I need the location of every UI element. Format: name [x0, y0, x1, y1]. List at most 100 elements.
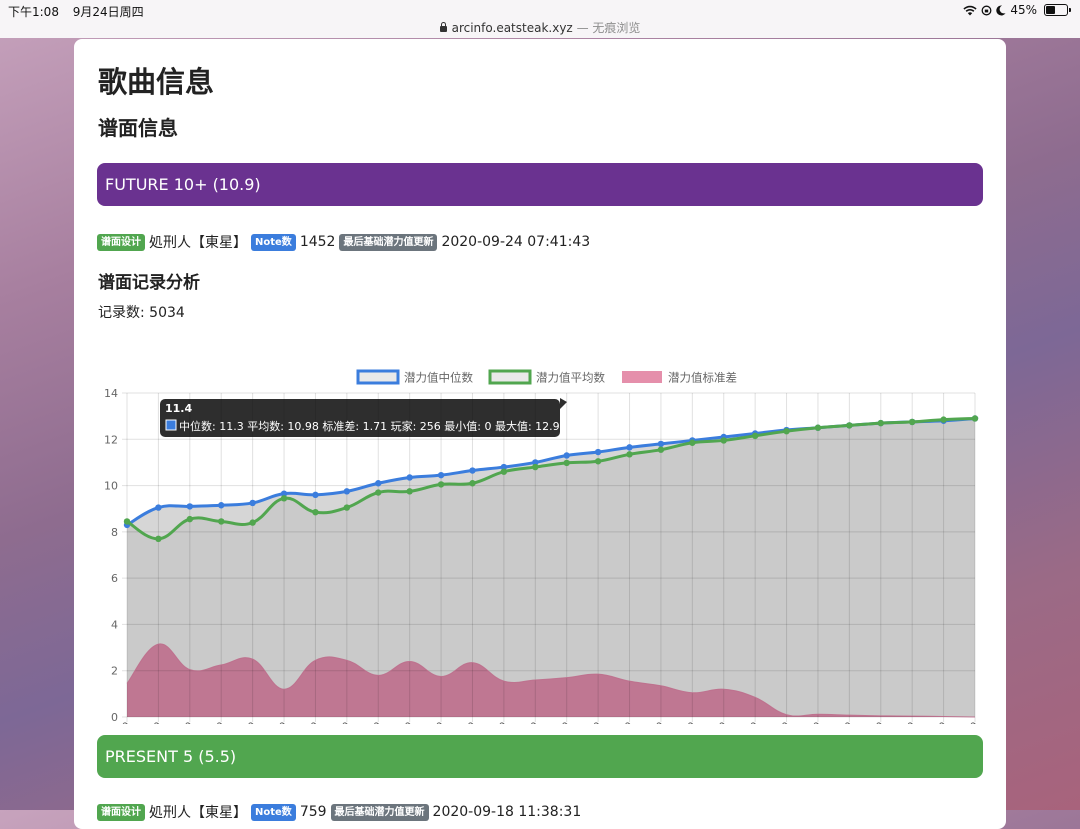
- point-median: [186, 503, 194, 510]
- y-tick-label: 10: [104, 480, 118, 493]
- x-tick-label: 10.20: [165, 720, 196, 724]
- x-tick-label: 11.70: [636, 720, 667, 724]
- designer-badge: 谱面设计: [97, 233, 145, 251]
- potential-chart[interactable]: 0246810121410.0010.1010.2010.3010.4010.5…: [74, 324, 1006, 724]
- point-mean: [594, 458, 602, 465]
- point-mean: [689, 439, 696, 446]
- status-right: 45%: [963, 3, 1071, 17]
- status-left: 下午1:08 9月24日周四: [8, 3, 154, 20]
- point-mean: [783, 427, 790, 435]
- battery-percent: 45%: [1010, 3, 1037, 17]
- tooltip-swatch: [165, 419, 177, 431]
- y-tick-label: 0: [111, 711, 118, 724]
- point-mean: [814, 424, 822, 431]
- point-mean: [437, 481, 445, 488]
- point-mean: [469, 480, 476, 487]
- x-tick-label: 11.10: [447, 720, 478, 724]
- point-mean: [908, 418, 916, 426]
- update-time: 2020-09-24 07:41:43: [441, 234, 591, 250]
- point-mean: [657, 446, 665, 453]
- point-median: [532, 459, 539, 466]
- moon-icon: [996, 4, 1006, 15]
- point-mean: [155, 535, 162, 542]
- point-mean: [249, 519, 256, 526]
- area-stddev: [127, 643, 975, 717]
- line-mean: [126, 416, 976, 541]
- legend-swatch: [622, 371, 662, 383]
- y-tick-label: 8: [111, 526, 118, 539]
- status-time: 下午1:08: [8, 5, 59, 19]
- x-tick-label: 10.80: [353, 720, 384, 724]
- update-time: 2020-09-18 11:38:31: [432, 804, 582, 820]
- update-time-badge: 最后基础潜力值更新: [339, 233, 438, 251]
- wifi-icon: [963, 5, 977, 15]
- point-median: [406, 474, 413, 481]
- point-mean: [940, 416, 947, 423]
- x-tick-label: 11.50: [573, 720, 604, 724]
- designer-badge: 谱面设计: [97, 803, 145, 821]
- x-tick-label: 12.10: [761, 720, 792, 724]
- point-median: [626, 444, 633, 451]
- content-card: 歌曲信息 谱面信息 FUTURE 10+ (10.9) 谱面设计 処刑人【東星】…: [74, 39, 1006, 829]
- x-tick-label: 10.50: [259, 720, 290, 724]
- point-median: [500, 463, 508, 471]
- point-median: [155, 504, 162, 511]
- legend-label: 潜力值中位数: [404, 371, 473, 385]
- record-count: 记录数: 5034: [98, 305, 185, 321]
- legend-swatch: [488, 369, 532, 385]
- point-median: [280, 490, 288, 497]
- point-mean: [720, 437, 727, 444]
- point-median: [469, 467, 476, 474]
- point-mean: [406, 488, 413, 495]
- designer-name: 処刑人【東星】: [149, 235, 247, 251]
- battery-icon: [1044, 4, 1071, 16]
- note-count-badge: Note数: [251, 803, 296, 821]
- difficulty-header-future[interactable]: FUTURE 10+ (10.9): [97, 163, 983, 206]
- point-mean: [123, 518, 131, 525]
- difficulty-header-present[interactable]: PRESENT 5 (5.5): [97, 735, 983, 778]
- legend-swatch: [356, 369, 400, 385]
- point-mean: [751, 432, 759, 440]
- point-median: [563, 452, 570, 459]
- x-tick-label: 10.10: [133, 720, 164, 724]
- tooltip-title: 11.4: [165, 402, 192, 415]
- point-median: [657, 440, 665, 448]
- legend-label: 潜力值标准差: [668, 371, 737, 385]
- point-mean: [343, 504, 351, 511]
- page-title: 歌曲信息: [98, 65, 215, 99]
- point-mean: [877, 419, 884, 427]
- x-tick-label: 12.50: [887, 720, 918, 724]
- point-mean: [280, 495, 288, 502]
- point-mean: [312, 508, 319, 516]
- x-tick-label: 12.70: [950, 720, 981, 724]
- x-tick-label: 11.40: [541, 720, 572, 724]
- point-median: [594, 448, 602, 456]
- point-median: [218, 502, 225, 509]
- orientation-lock-icon: [981, 5, 992, 15]
- y-tick-label: 6: [111, 572, 118, 585]
- tooltip-caret: [560, 398, 567, 409]
- x-tick-label: 10.90: [384, 720, 415, 724]
- lock-icon: [439, 22, 447, 32]
- y-tick-label: 2: [111, 665, 118, 678]
- note-count-badge: Note数: [251, 233, 296, 251]
- y-tick-label: 12: [104, 433, 118, 446]
- point-mean: [626, 451, 633, 458]
- point-median: [343, 488, 351, 495]
- legend-label: 潜力值平均数: [536, 371, 605, 385]
- point-mean: [375, 489, 382, 496]
- x-tick-label: 11.60: [604, 720, 635, 724]
- point-median: [375, 480, 382, 487]
- point-mean: [500, 468, 508, 475]
- x-tick-label: 12.60: [918, 720, 949, 724]
- address-bar[interactable]: arcinfo.eatsteak.xyz — 无痕浏览: [0, 19, 1080, 36]
- x-tick-label: 10.60: [290, 720, 321, 724]
- x-tick-label: 11.90: [699, 720, 730, 724]
- point-median: [249, 499, 256, 507]
- tooltip-text: 中位数: 11.3 平均数: 10.98 标准差: 1.71 玩家: 256 最…: [179, 419, 560, 433]
- point-median: [437, 471, 445, 479]
- point-mean: [218, 518, 225, 525]
- x-tick-label: 12.40: [856, 720, 887, 724]
- present-chart-meta: 谱面设计 処刑人【東星】 Note数 759 最后基础潜力值更新 2020-09…: [97, 802, 585, 822]
- point-mean: [186, 515, 194, 523]
